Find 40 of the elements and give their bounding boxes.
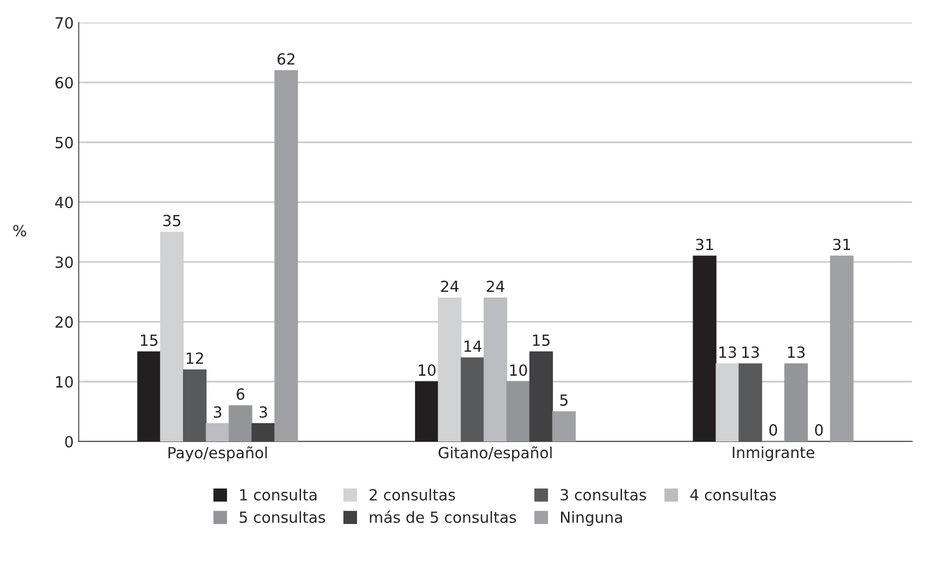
data-label: 10 [418,364,436,376]
legend-label: 4 consultas [690,488,776,501]
y-tick-label: 70 [56,17,73,29]
data-label: 31 [833,238,850,250]
data-label: 35 [163,214,180,226]
legend-label: 1 consulta [240,488,316,501]
data-label: 13 [788,346,805,358]
data-label: 3 [260,406,267,418]
data-label: 31 [696,238,713,250]
x-tick-label: Gitano/español [438,446,552,462]
data-label: 15 [140,334,158,346]
data-label: 62 [278,53,294,65]
legend-label: Ninguna [561,511,622,526]
data-label: 24 [441,280,459,292]
legend-label: 5 consultas [240,511,326,523]
data-label: 12 [186,352,203,364]
data-label: 6 [236,388,244,400]
y-tick-label: 40 [55,196,73,208]
y-tick-label: 30 [56,256,73,268]
legend-label: más de 5 consultas [370,510,516,523]
y-tick-label: 0 [65,436,73,448]
data-label: 15 [533,334,550,346]
data-label: 24 [486,280,504,292]
data-label: 13 [742,346,759,358]
data-label: 14 [464,340,482,352]
data-label: 10 [510,364,527,376]
y-tick-label: 50 [56,136,73,148]
data-label: 5 [560,394,568,406]
legend-label: 3 consultas [560,488,646,501]
data-label: 0 [815,424,823,436]
data-label: 13 [719,346,736,358]
data-label: 3 [214,406,222,418]
x-tick-label: Inmigrante [732,446,814,462]
y-tick-label: 10 [56,376,73,388]
legend-label: 2 consultas [370,488,455,501]
data-label: 0 [769,424,778,436]
y-tick-label: 20 [56,316,73,328]
y-tick-label: 60 [55,76,73,88]
y-axis-title: % [13,224,26,236]
x-tick-label: Payo/español [168,446,267,462]
